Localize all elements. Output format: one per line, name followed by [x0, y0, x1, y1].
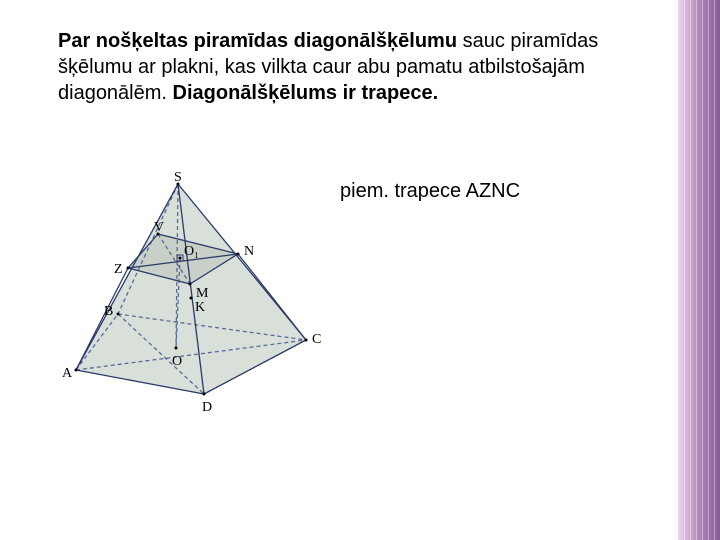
vertex-label: V: [154, 220, 164, 236]
vertex-label: O: [172, 354, 182, 370]
gradient-stripe: [684, 0, 685, 540]
gradient-stripe: [714, 0, 715, 540]
pyramid-figure: SABCDVZNMOO₁K: [58, 172, 326, 402]
gradient-stripe: [696, 0, 697, 540]
vertex-label: N: [244, 244, 254, 260]
vertex-label: A: [62, 366, 72, 382]
main-text: Par nošķeltas piramīdas diagonālšķēlumu …: [58, 28, 648, 106]
vertex-label: B: [104, 304, 113, 320]
vertex-label: C: [312, 332, 321, 348]
figure-caption: piem. trapece AZNC: [340, 180, 520, 203]
vertex-label: Z: [114, 262, 123, 278]
conclusion-bold: Diagonālšķēlums ir trapece.: [173, 82, 439, 104]
gradient-stripe: [702, 0, 703, 540]
vertex-label: D: [202, 400, 212, 416]
pyramid-svg: [58, 172, 326, 402]
vertex-label: K: [195, 300, 205, 316]
intro-bold: Par nošķeltas piramīdas diagonālšķēlumu: [58, 30, 457, 52]
paragraph: Par nošķeltas piramīdas diagonālšķēlumu …: [58, 28, 648, 106]
vertex-label: S: [174, 170, 182, 186]
gradient-stripe: [708, 0, 709, 540]
vertex-label: O₁: [184, 244, 199, 260]
gradient-stripe: [690, 0, 691, 540]
